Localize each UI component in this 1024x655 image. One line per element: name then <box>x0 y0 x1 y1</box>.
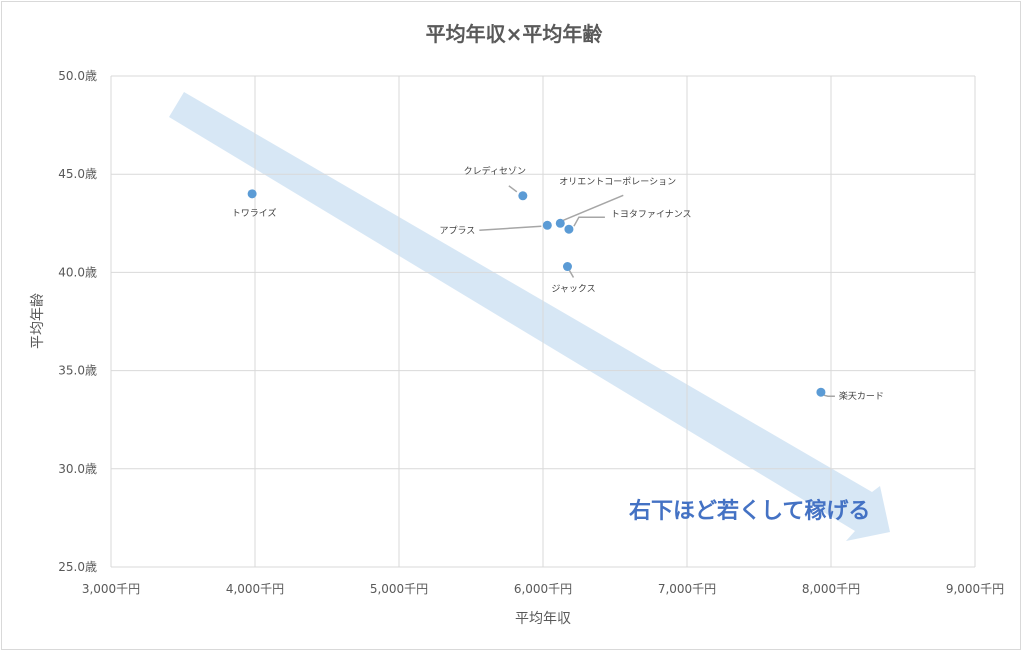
data-label: クレディセゾン <box>464 165 526 177</box>
y-tick-label: 30.0歳 <box>58 462 97 476</box>
data-point-layer <box>247 189 826 397</box>
data-point <box>247 189 257 199</box>
leader-line <box>562 194 624 221</box>
data-point <box>816 387 826 397</box>
chart-title: 平均年収×平均年齢 <box>426 22 604 46</box>
leader-line-layer <box>479 185 835 397</box>
leader-line <box>573 216 605 227</box>
leader-line <box>508 185 518 193</box>
y-tick-label: 25.0歳 <box>58 560 97 574</box>
data-label: アプラス <box>439 225 475 236</box>
y-tick-label: 45.0歳 <box>58 167 97 181</box>
data-point <box>518 191 528 201</box>
data-point <box>542 220 552 230</box>
leader-line <box>823 394 835 397</box>
x-tick-label: 7,000千円 <box>658 582 716 596</box>
data-point <box>562 262 572 272</box>
data-label: トワライズ <box>232 207 277 219</box>
trend-arrow-layer <box>169 92 890 541</box>
y-tick-label: 35.0歳 <box>58 364 97 378</box>
leader-line <box>479 225 542 232</box>
x-axis-title: 平均年収 <box>515 611 571 627</box>
data-label: ジャックス <box>551 284 595 295</box>
trend-arrow <box>169 92 890 541</box>
y-axis-title: 平均年齢 <box>30 293 46 349</box>
x-tick-label: 6,000千円 <box>514 582 572 596</box>
leader-line <box>568 270 575 278</box>
tick-label-layer: 3,000千円 4,000千円 5,000千円 6,000千円 7,000千円 8,000… <box>58 69 1004 596</box>
x-tick-label: 5,000千円 <box>370 582 428 596</box>
x-tick-label: 8,000千円 <box>802 582 860 596</box>
grid-layer <box>110 75 976 568</box>
annotation-text: 右下ほど若くして稼げる <box>629 498 870 524</box>
x-tick-label: 9,000千円 <box>946 582 1004 596</box>
y-tick-label: 50.0歳 <box>58 69 97 83</box>
data-point <box>564 224 574 234</box>
data-point <box>555 218 565 228</box>
data-label: オリエントコーポレーション <box>559 176 676 187</box>
data-label: トヨタファイナンス <box>611 209 692 220</box>
y-tick-label: 40.0歳 <box>58 265 97 279</box>
x-tick-label: 3,000千円 <box>82 582 140 596</box>
x-tick-label: 4,000千円 <box>226 582 284 596</box>
data-label: 楽天カード <box>839 390 884 402</box>
